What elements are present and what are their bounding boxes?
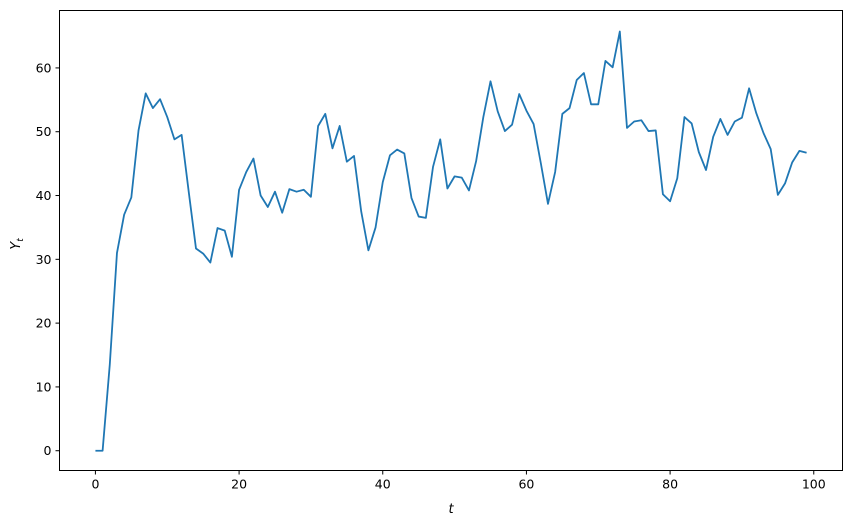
y-tick-label: 10 <box>36 379 52 394</box>
plot-frame <box>59 10 843 471</box>
x-tick-label: 60 <box>518 477 534 492</box>
y-tick-label: 50 <box>36 124 52 139</box>
x-tick-label: 100 <box>802 477 826 492</box>
x-tick-label: 0 <box>91 477 99 492</box>
y-tick-label: 30 <box>36 252 52 267</box>
x-axis: 0 20 40 60 80 100 <box>91 470 826 492</box>
y-axis-label: Yt <box>9 238 26 250</box>
y-tick-label: 40 <box>36 188 52 203</box>
y-tick-label: 0 <box>44 443 52 458</box>
x-axis-label: t <box>448 502 454 517</box>
y-tick-label: 60 <box>36 60 52 75</box>
x-tick-label: 40 <box>375 477 391 492</box>
x-tick-label: 80 <box>662 477 678 492</box>
series-line <box>95 30 807 452</box>
y-tick-label: 20 <box>36 316 52 331</box>
y-axis: 0 10 20 30 40 50 60 <box>36 60 60 458</box>
x-tick-label: 20 <box>231 477 247 492</box>
